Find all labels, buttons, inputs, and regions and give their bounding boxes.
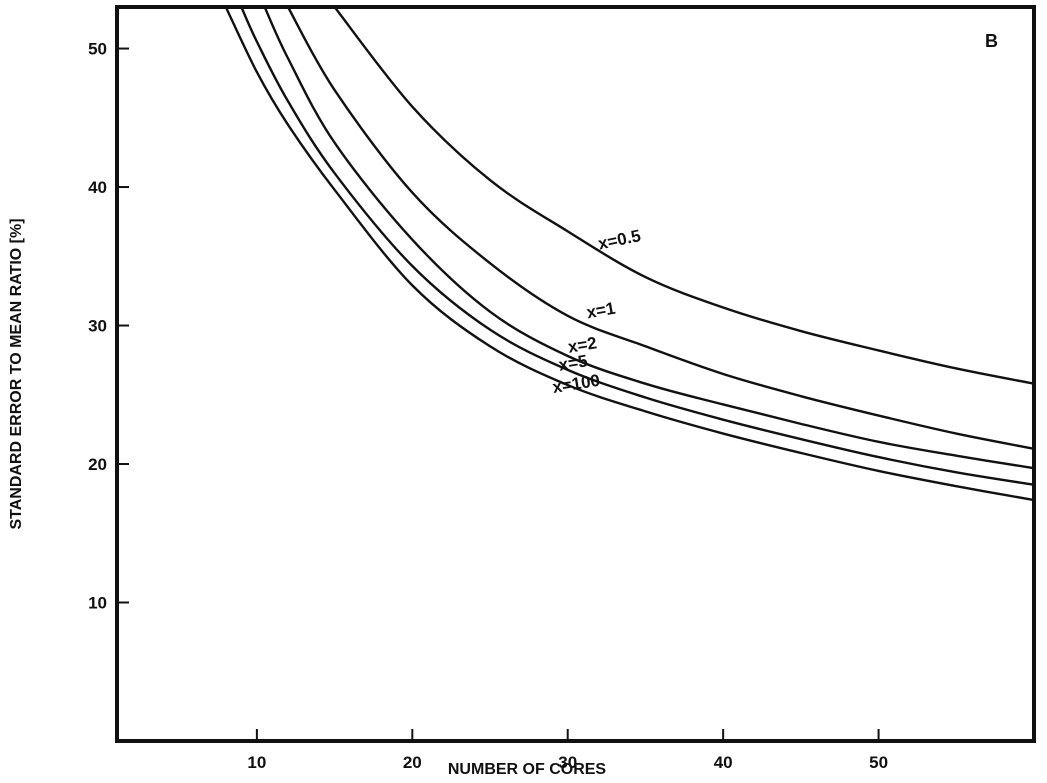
y-axis-label: STANDARD ERROR TO MEAN RATIO [%] (8, 218, 25, 529)
y-axis-ticks: 10 20 30 40 50 (88, 40, 129, 613)
x-tick-label: 50 (869, 753, 888, 772)
series-label-3: x=5 (557, 351, 588, 374)
series-labels: x=0.5 x=1 x=2x=5x=100 (551, 226, 642, 397)
series-curves (224, 6, 1035, 502)
series-line-4 (224, 6, 1035, 502)
y-tick-label: 10 (88, 594, 107, 613)
series-label-1: x=1 (585, 299, 617, 323)
panel-label: B (985, 31, 998, 51)
x-tick-label: 20 (403, 753, 422, 772)
series-label-2: x=2 (567, 333, 598, 356)
series-label-4: x=100 (551, 371, 601, 397)
plot-frame (115, 5, 1036, 743)
x-axis-ticks: 10 20 30 40 50 (247, 729, 888, 772)
series-line-3 (240, 6, 1035, 486)
y-tick-label: 20 (88, 455, 107, 474)
series-line-1 (286, 6, 1035, 450)
x-axis-label: NUMBER OF CORES (448, 761, 607, 778)
series-label-0: x=0.5 (596, 226, 642, 254)
y-tick-label: 30 (88, 317, 107, 336)
series-line-0 (333, 6, 1035, 385)
x-tick-label: 40 (714, 753, 733, 772)
x-tick-label: 10 (247, 753, 266, 772)
y-tick-label: 40 (88, 178, 107, 197)
x-tick-label: 30 (558, 753, 577, 772)
y-tick-label: 50 (88, 40, 107, 59)
series-line-2 (263, 6, 1035, 470)
